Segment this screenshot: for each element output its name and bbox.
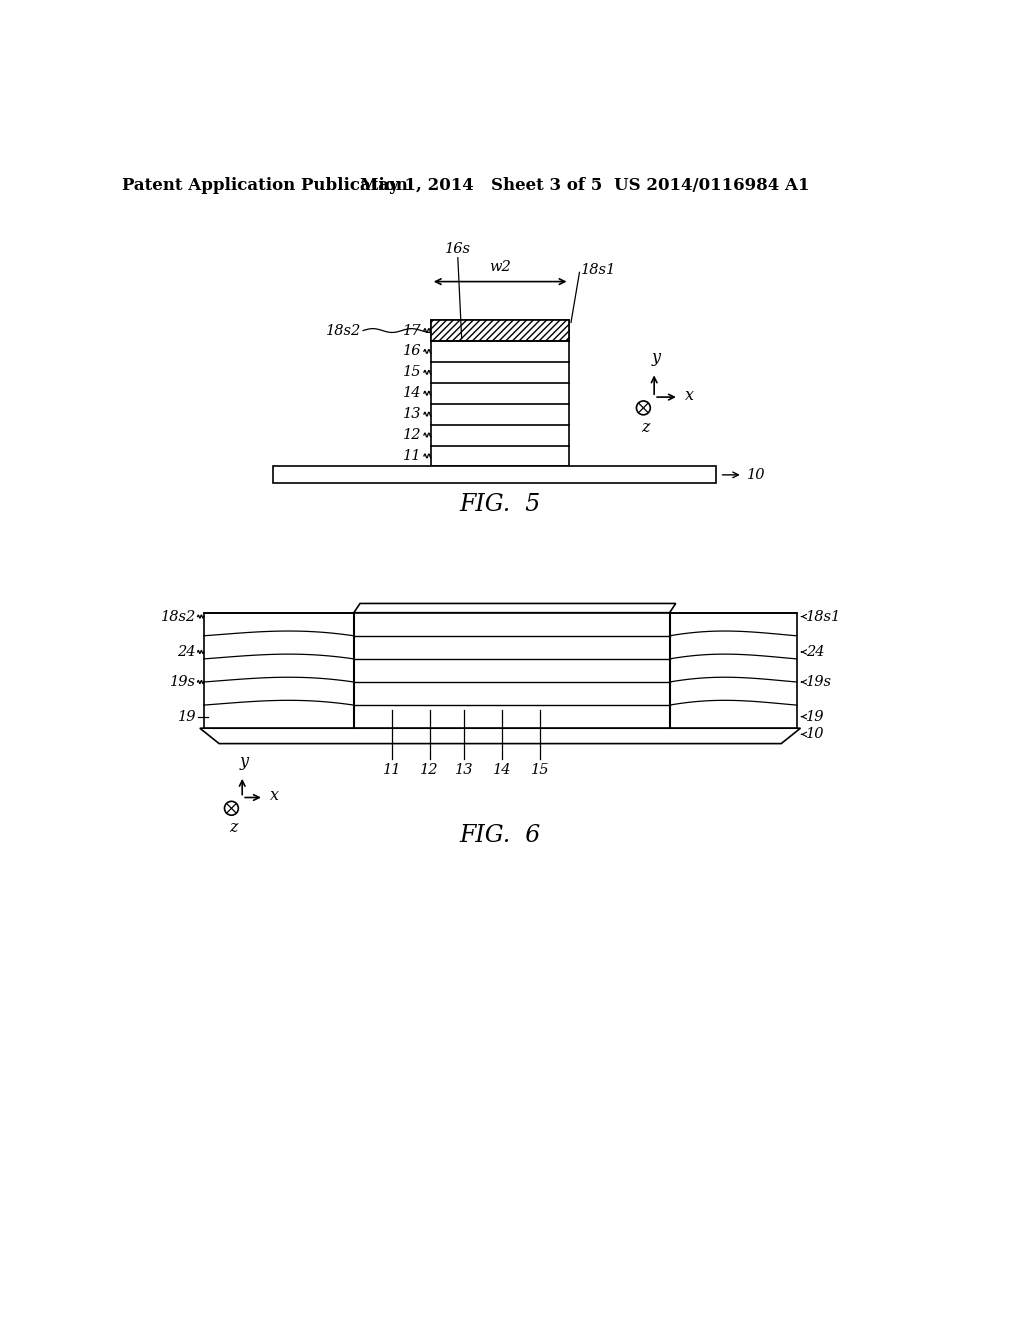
Text: FIG.  6: FIG. 6 [460,825,541,847]
Text: 18s2: 18s2 [161,610,196,623]
Bar [431,321,569,341]
Polygon shape [670,612,797,729]
Bar [354,612,670,729]
Text: 18s1: 18s1 [581,263,616,277]
Text: 12: 12 [421,763,439,777]
Text: US 2014/0116984 A1: US 2014/0116984 A1 [614,177,810,194]
Text: 14: 14 [493,763,512,777]
Text: 13: 13 [455,763,474,777]
Text: y: y [240,752,248,770]
Text: 19s: 19s [170,675,196,689]
Text: z: z [641,418,649,436]
Text: 15: 15 [530,763,549,777]
Text: 10: 10 [806,727,824,742]
Text: May 1, 2014   Sheet 3 of 5: May 1, 2014 Sheet 3 of 5 [359,177,602,194]
Text: 11: 11 [403,449,422,463]
Text: 18s2: 18s2 [327,323,361,338]
Text: y: y [651,350,660,367]
Text: z: z [228,818,238,836]
Bar [431,321,569,466]
Text: 14: 14 [403,387,422,400]
Text: 13: 13 [403,407,422,421]
Text: 24: 24 [806,645,824,659]
Text: 15: 15 [403,366,422,379]
Text: 19: 19 [806,710,824,723]
Text: 24: 24 [177,645,196,659]
Text: FIG.  5: FIG. 5 [460,494,541,516]
Polygon shape [200,729,801,743]
Text: 16: 16 [403,345,422,359]
Text: 17: 17 [403,323,422,338]
Text: 10: 10 [746,467,765,482]
Text: 19: 19 [177,710,196,723]
Text: 12: 12 [403,428,422,442]
Text: w2: w2 [489,260,511,275]
Text: 19s: 19s [806,675,831,689]
Text: Patent Application Publication: Patent Application Publication [123,177,409,194]
Text: 16s: 16s [444,242,471,256]
Bar [273,466,716,483]
Text: 11: 11 [383,763,401,777]
Polygon shape [354,603,676,612]
Text: 18s1: 18s1 [806,610,841,623]
Polygon shape [204,612,354,729]
Text: x: x [685,387,694,404]
Text: x: x [270,788,279,804]
